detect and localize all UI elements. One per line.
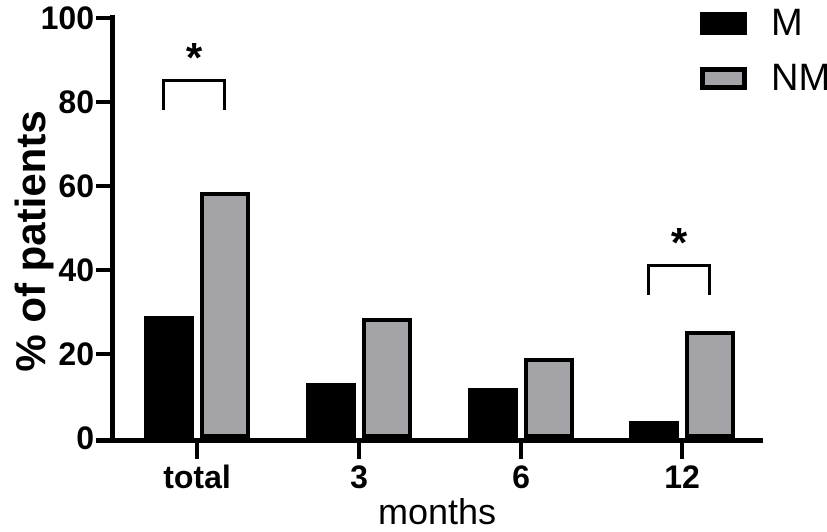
legend-item-nm: NM [700, 59, 827, 97]
y-axis-title: % of patients [7, 110, 54, 372]
significance-bracket-total [162, 79, 226, 110]
y-tick-label: 20 [58, 336, 94, 372]
x-category-label: 6 [512, 459, 530, 495]
axis-frame [110, 15, 763, 443]
significance-star-12: * [670, 219, 688, 266]
legend: M NM [700, 4, 827, 114]
y-tick [96, 268, 110, 272]
bar-m-6 [468, 388, 518, 438]
bar-nm-6 [524, 358, 574, 438]
x-tick [357, 443, 361, 459]
y-tick-label: 80 [58, 84, 94, 120]
y-tick-label: 0 [76, 420, 94, 456]
legend-swatch-m-icon [700, 11, 747, 35]
bar-m-12 [629, 421, 679, 438]
legend-label-nm: NM [771, 57, 827, 99]
significance-star-total: * [185, 34, 203, 81]
y-tick-label: 40 [58, 252, 94, 288]
x-axis-title: months [377, 491, 497, 532]
x-tick [680, 443, 684, 459]
y-tick-label: 100 [40, 0, 94, 36]
legend-swatch-nm-icon [700, 66, 747, 90]
x-category-label: 12 [664, 459, 700, 495]
y-tick [96, 100, 110, 104]
bar-nm-total [200, 192, 250, 438]
bar-nm-12 [685, 331, 735, 438]
bar-m-3 [306, 383, 356, 438]
bar-m-total [144, 316, 194, 438]
x-category-label: total [163, 459, 231, 495]
significance-bracket-12 [647, 264, 711, 295]
bar-nm-3 [362, 318, 412, 438]
legend-label-m: M [771, 2, 803, 44]
y-tick [96, 184, 110, 188]
y-tick [96, 16, 110, 20]
x-category-label: 3 [350, 459, 368, 495]
y-tick [96, 438, 110, 443]
y-tick [96, 352, 110, 356]
y-tick-label: 60 [58, 168, 94, 204]
x-tick [195, 443, 199, 459]
legend-item-m: M [700, 4, 827, 42]
x-tick [519, 443, 523, 459]
